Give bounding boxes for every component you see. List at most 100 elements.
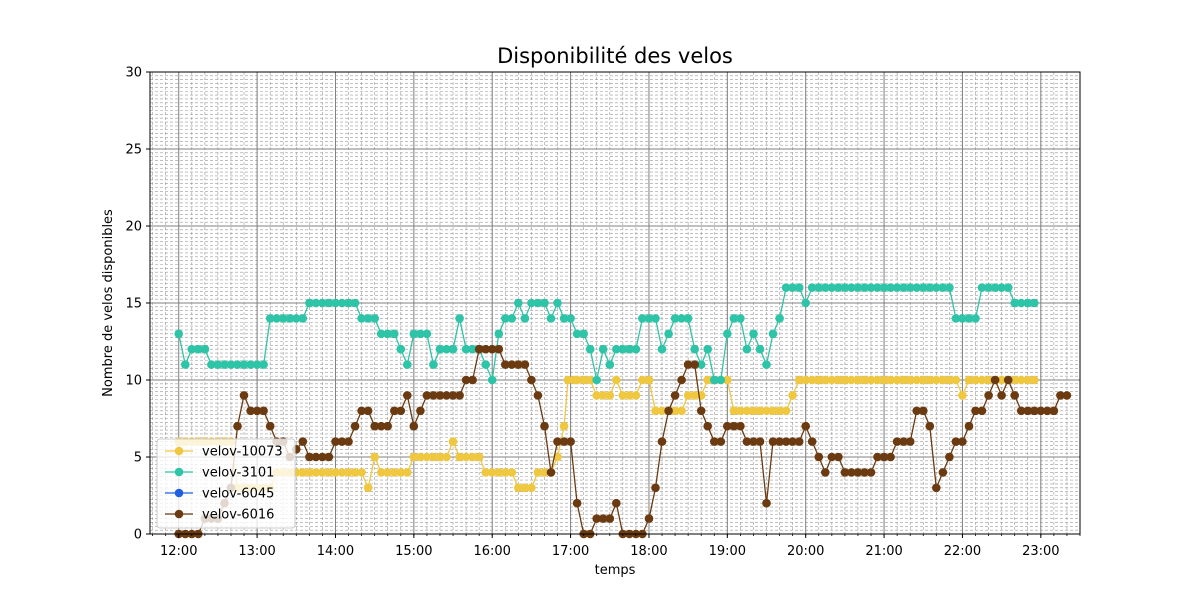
- data-point: [592, 391, 601, 400]
- data-point: [847, 468, 856, 477]
- data-point: [572, 498, 582, 508]
- data-point: [455, 314, 464, 323]
- data-point: [383, 329, 393, 339]
- x-tick-label: 15:00: [395, 544, 432, 559]
- data-point: [951, 437, 961, 446]
- data-point: [703, 344, 712, 354]
- data-point: [703, 421, 712, 431]
- data-point: [429, 360, 438, 369]
- data-point: [435, 344, 445, 354]
- data-point: [435, 391, 445, 400]
- data-point: [605, 391, 615, 400]
- data-point: [618, 344, 628, 354]
- data-point: [723, 375, 732, 385]
- data-point: [977, 283, 987, 292]
- data-point: [265, 421, 275, 431]
- data-point: [533, 298, 543, 308]
- data-point: [429, 452, 438, 462]
- data-point: [1003, 375, 1013, 385]
- x-tick-label: 18:00: [630, 544, 667, 559]
- data-point: [683, 391, 693, 400]
- data-point: [540, 468, 549, 477]
- data-point: [1016, 406, 1026, 416]
- x-tick-label: 16:00: [473, 544, 510, 559]
- data-point: [318, 452, 327, 462]
- data-point: [644, 514, 654, 523]
- data-point: [984, 375, 993, 385]
- x-tick-label: 21:00: [865, 544, 902, 559]
- data-point: [474, 344, 484, 354]
- data-point: [755, 437, 765, 446]
- data-point: [625, 391, 634, 400]
- data-point: [501, 360, 510, 369]
- data-point: [677, 406, 686, 416]
- data-point: [755, 344, 765, 354]
- data-point: [736, 406, 745, 416]
- data-point: [853, 283, 863, 292]
- data-point: [736, 314, 745, 323]
- data-point: [448, 344, 458, 354]
- data-point: [945, 283, 954, 292]
- data-point: [442, 344, 451, 354]
- data-point: [768, 437, 778, 446]
- data-point: [919, 283, 928, 292]
- y-axis-label: Nombre de velos disponibles: [101, 209, 116, 397]
- data-point: [938, 468, 948, 477]
- data-point: [566, 437, 575, 446]
- data-point: [370, 314, 380, 323]
- data-point: [794, 437, 804, 446]
- data-point: [507, 468, 517, 477]
- data-point: [644, 375, 654, 385]
- data-point: [429, 391, 438, 400]
- series-layer: [174, 283, 1072, 539]
- data-point: [324, 468, 334, 477]
- data-point: [416, 406, 425, 416]
- data-point: [997, 391, 1006, 400]
- data-point: [598, 514, 608, 523]
- data-point: [233, 421, 242, 431]
- data-point: [631, 391, 641, 400]
- data-point: [409, 452, 419, 462]
- data-point: [527, 483, 536, 493]
- data-point: [331, 298, 340, 308]
- data-point: [971, 375, 980, 385]
- data-point: [487, 344, 497, 354]
- data-point: [298, 468, 308, 477]
- data-point: [781, 283, 791, 292]
- data-point: [416, 452, 425, 462]
- data-point: [481, 468, 491, 477]
- data-point: [318, 468, 327, 477]
- data-point: [344, 468, 353, 477]
- data-point: [853, 468, 863, 477]
- data-point: [376, 468, 386, 477]
- data-point: [468, 344, 477, 354]
- data-point: [337, 437, 347, 446]
- data-point: [579, 375, 588, 385]
- data-point: [553, 298, 562, 308]
- data-point: [736, 421, 745, 431]
- data-point: [533, 468, 543, 477]
- data-point: [396, 468, 406, 477]
- data-point: [305, 298, 314, 308]
- data-point: [964, 314, 974, 323]
- data-point: [612, 344, 621, 354]
- x-tick-label: 13:00: [238, 544, 275, 559]
- data-point: [723, 421, 732, 431]
- data-point: [670, 406, 680, 416]
- data-point: [403, 360, 412, 369]
- data-point: [971, 314, 980, 323]
- data-point: [494, 468, 504, 477]
- data-point: [997, 375, 1006, 385]
- data-point: [363, 314, 373, 323]
- data-point: [899, 283, 908, 292]
- data-point: [533, 391, 543, 400]
- data-point: [657, 437, 667, 446]
- data-point: [200, 344, 210, 354]
- data-point: [814, 283, 824, 292]
- data-point: [925, 283, 935, 292]
- data-point: [585, 375, 595, 385]
- data-point: [1030, 375, 1039, 385]
- data-point: [1030, 406, 1039, 416]
- data-point: [487, 375, 497, 385]
